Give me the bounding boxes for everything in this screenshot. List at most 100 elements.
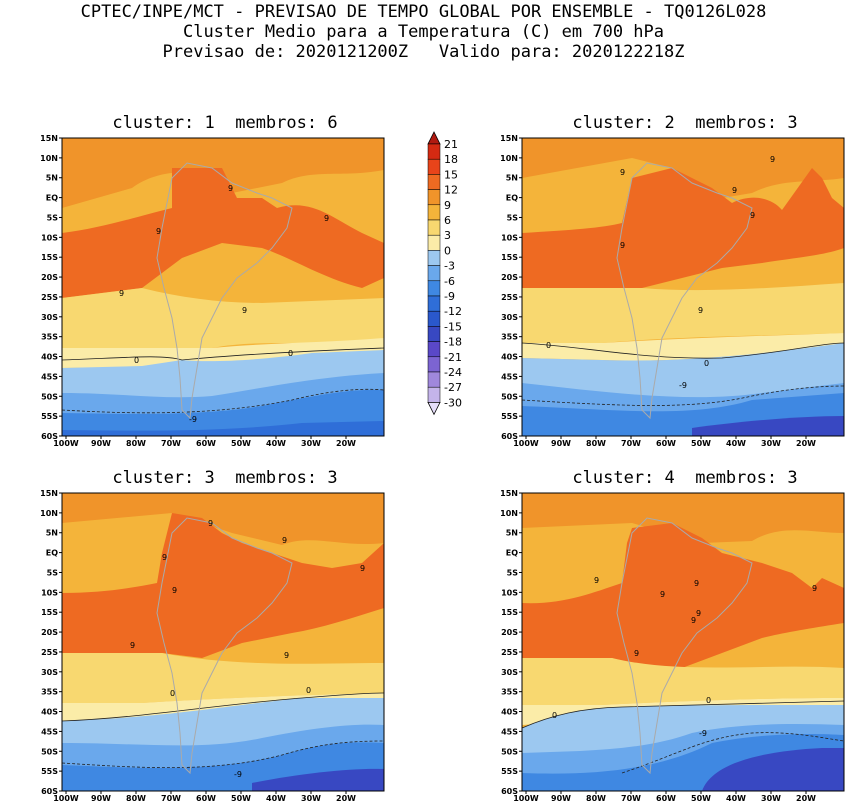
lon-tick-label: 60W [196, 439, 216, 448]
lat-tick-label: 25S [41, 293, 58, 302]
contour-label: -9 [189, 415, 197, 424]
map-frame [521, 137, 845, 437]
colorbar-label: 15 [444, 168, 458, 181]
lon-tick-label: 80W [586, 794, 606, 803]
lon-tick-label: 50W [691, 794, 711, 803]
contour-label: 0 [704, 359, 709, 368]
lat-tick-label: 25S [501, 648, 518, 657]
lat-tick-label: 5S [507, 213, 519, 222]
lat-tick-label: 15N [500, 134, 518, 143]
lat-tick-label: 40S [41, 353, 58, 362]
lat-tick-label: 35S [501, 688, 518, 697]
lat-tick-label: 5S [47, 213, 59, 222]
contour-label: 9 [750, 211, 755, 220]
lat-tick-label: 5N [46, 174, 58, 183]
figure-title-line-1: CPTEC/INPE/MCT - PREVISAO DE TEMPO GLOBA… [80, 2, 767, 22]
lat-tick-label: 45S [41, 372, 58, 381]
lat-tick-label: 35S [501, 333, 518, 342]
lat-tick-label: 15N [40, 489, 58, 498]
colorbar-swatch [427, 204, 441, 221]
colorbar-label: 21 [444, 138, 458, 151]
lat-tick-label: 55S [41, 767, 58, 776]
contour-label: 9 [660, 590, 665, 599]
colorbar-label: -6 [444, 275, 455, 288]
contour-label: 9 [732, 186, 737, 195]
lon-tick-label: 70W [621, 439, 641, 448]
lat-tick-label: 5N [46, 529, 58, 538]
colorbar-swatch [427, 219, 441, 236]
lon-tick-label: 100W [513, 439, 539, 448]
lon-tick-label: 50W [231, 794, 251, 803]
map-frame [521, 492, 845, 792]
lat-tick-label: 15S [501, 253, 518, 262]
contour-label: 9 [620, 168, 625, 177]
colorbar-label: 0 [444, 244, 451, 257]
figure-title-line-3: Previsao de: 2020121200Z Valido para: 20… [162, 42, 685, 62]
map-frame [61, 492, 385, 792]
colorbar-swatch [427, 265, 441, 282]
lat-tick-label: 35S [41, 688, 58, 697]
contour-label: 9 [360, 564, 365, 573]
contour-label: 9 [698, 306, 703, 315]
colorbar-swatch [427, 386, 441, 403]
lon-tick-label: 60W [196, 794, 216, 803]
lat-tick-label: 40S [501, 708, 518, 717]
lat-tick-label: 15N [500, 489, 518, 498]
colorbar-label: 9 [444, 199, 451, 212]
lat-tick-label: 10S [41, 588, 58, 597]
lon-tick-label: 30W [301, 439, 321, 448]
lat-tick-label: 5N [506, 174, 518, 183]
lon-tick-label: 90W [91, 794, 111, 803]
lon-tick-label: 30W [761, 794, 781, 803]
lat-tick-label: 10N [500, 154, 518, 163]
colorbar-label: 3 [444, 229, 451, 242]
contour-label: 0 [706, 696, 711, 705]
colorbar-label: -15 [444, 320, 462, 333]
contour-label: 9 [130, 641, 135, 650]
lat-tick-label: 50S [41, 392, 58, 401]
colorbar-label: -18 [444, 336, 462, 349]
contour-label: 0 [552, 711, 557, 720]
lat-tick-label: 10N [40, 154, 58, 163]
lat-tick-label: 30S [501, 668, 518, 677]
lon-tick-label: 40W [726, 794, 746, 803]
colorbar-label: -9 [444, 290, 455, 303]
panel-axes: 15N 10N 5N EQ 5S 10S 15S 20S 25S 30S 35S 40S 45S 50S 5… [500, 134, 845, 448]
lon-tick-label: 20W [336, 794, 356, 803]
panel-1-title: cluster: 1 membros: 6 [112, 113, 338, 133]
lat-tick-label: 10N [500, 509, 518, 518]
contour-label: 9 [324, 214, 329, 223]
contour-label: 0 [306, 686, 311, 695]
panel-axes: 15N 10N 5N EQ 5S 10S 15S 20S 25S 30S 35S 40S 45S 50S 5… [40, 134, 385, 448]
lon-tick-label: 90W [551, 439, 571, 448]
lat-tick-label: 10S [501, 588, 518, 597]
lat-tick-label: 15S [41, 253, 58, 262]
contour-label: 9 [119, 289, 124, 298]
lat-tick-label: 50S [501, 392, 518, 401]
lat-tick-label: 25S [501, 293, 518, 302]
contour-label: 9 [594, 576, 599, 585]
lat-tick-label: 60S [501, 432, 518, 441]
lat-tick-label: 10N [40, 509, 58, 518]
panel-axes: 15N 10N 5N EQ 5S 10S 15S 20S 25S 30S 35S 40S 45S 50S 5… [500, 489, 845, 803]
lon-tick-label: 40W [266, 794, 286, 803]
lon-tick-label: 70W [621, 794, 641, 803]
contour-label: 9 [620, 241, 625, 250]
lon-tick-label: 20W [796, 794, 816, 803]
lon-tick-label: 60W [656, 794, 676, 803]
colorbar: 21 18 15 12 9 6 3 0 -3 -6 -9 -12 -15 -18 -21 -24 -27 -30 [427, 131, 462, 416]
lat-tick-label: 45S [501, 372, 518, 381]
lon-tick-label: 100W [513, 794, 539, 803]
contour-label: 9 [694, 579, 699, 588]
contour-label: -9 [234, 770, 242, 779]
map-panel-3: 9 9 9 9 9 9 9 0 0 -9 15N 10N 5N EQ 5S 10S 15S 2… [40, 489, 385, 803]
lat-tick-label: EQ [46, 549, 58, 558]
contour-label: 0 [288, 349, 293, 358]
lat-tick-label: 35S [41, 333, 58, 342]
lon-tick-label: 90W [91, 439, 111, 448]
contour-label: 9 [696, 609, 701, 618]
lon-tick-label: 100W [53, 794, 79, 803]
lat-tick-label: 30S [501, 313, 518, 322]
colorbar-label: 12 [444, 184, 458, 197]
lat-tick-label: 60S [41, 432, 58, 441]
